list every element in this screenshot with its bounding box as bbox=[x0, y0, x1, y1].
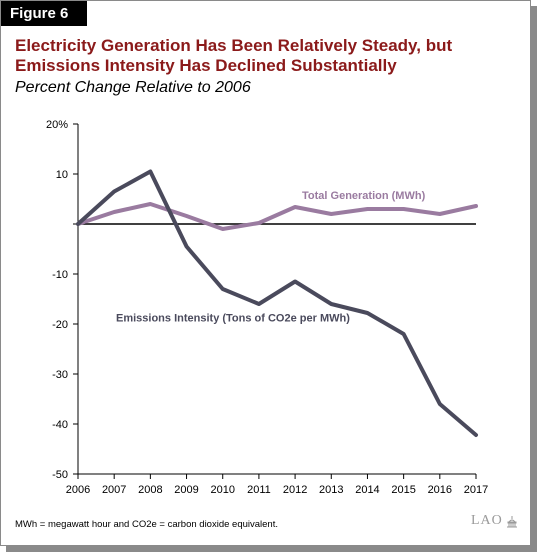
total-generation-label: Total Generation (MWh) bbox=[302, 190, 426, 202]
x-tick-label: 2017 bbox=[464, 484, 488, 496]
x-tick-label: 2012 bbox=[283, 484, 307, 496]
x-tick-label: 2010 bbox=[210, 484, 234, 496]
figure-label: Figure 6 bbox=[1, 1, 87, 26]
y-tick-label: 10 bbox=[56, 169, 68, 181]
y-tick-label: 20% bbox=[46, 119, 68, 131]
emissions-intensity-label: Emissions Intensity (Tons of CO2e per MW… bbox=[116, 313, 350, 325]
x-tick-label: 2008 bbox=[138, 484, 162, 496]
lao-logo: LAO bbox=[471, 513, 503, 528]
x-tick-label: 2006 bbox=[66, 484, 90, 496]
y-tick-label: -40 bbox=[52, 419, 68, 431]
chart-title: Electricity Generation Has Been Relative… bbox=[15, 36, 453, 75]
y-tick-label: -10 bbox=[52, 269, 68, 281]
y-tick-label: -30 bbox=[52, 369, 68, 381]
y-tick-label: -20 bbox=[52, 319, 68, 331]
emissions-intensity-line bbox=[76, 169, 478, 437]
total-generation-line bbox=[76, 202, 478, 231]
chart-axes: 20% 10 -10 -20 -30 -40 -50 2006 2007 2008 2009 2010… bbox=[46, 119, 488, 496]
x-tick-label: 2014 bbox=[355, 484, 379, 496]
footnote: MWh = megawatt hour and CO2e = carbon di… bbox=[15, 519, 278, 530]
x-tick-label: 2013 bbox=[319, 484, 343, 496]
series-labels: Total Generation (MWh) Emissions Intensit… bbox=[116, 190, 426, 325]
chart-series bbox=[76, 169, 478, 437]
x-tick-label: 2015 bbox=[391, 484, 415, 496]
x-tick-label: 2007 bbox=[102, 484, 126, 496]
chart-subtitle: Percent Change Relative to 2006 bbox=[15, 79, 251, 96]
x-tick-label: 2009 bbox=[174, 484, 198, 496]
figure-frame: Figure 6 Electricity Generation Has Been… bbox=[0, 0, 531, 546]
line-chart: 20% 10 -10 -20 -30 -40 -50 2006 2007 2008 2009 2010… bbox=[46, 119, 488, 496]
x-tick-label: 2016 bbox=[428, 484, 452, 496]
capitol-dome-icon bbox=[507, 516, 517, 528]
y-tick-label: -50 bbox=[52, 469, 68, 481]
x-tick-label: 2011 bbox=[247, 484, 271, 496]
